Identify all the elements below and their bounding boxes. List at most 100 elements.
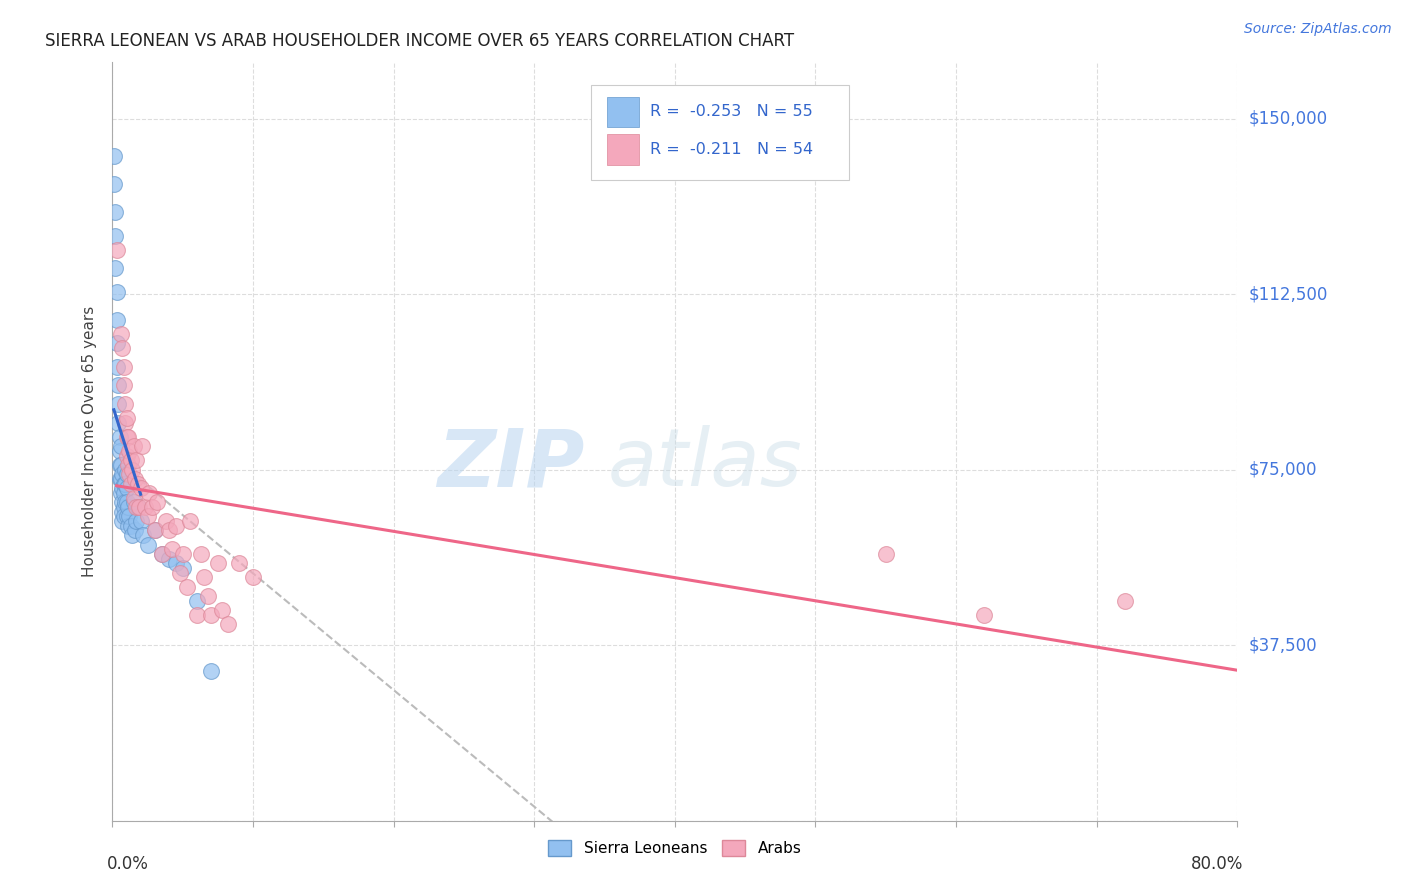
Point [186, 607, 208, 622]
Point [165, 518, 187, 533]
Text: R =  -0.253   N = 55: R = -0.253 N = 55 [650, 104, 813, 120]
Point [111, 481, 134, 495]
Point [107, 397, 129, 411]
Point [110, 439, 132, 453]
Point [111, 341, 134, 355]
Point [115, 411, 138, 425]
Point [112, 378, 135, 392]
Point [150, 547, 173, 561]
Point [197, 589, 219, 603]
Point [155, 514, 177, 528]
Text: $37,500: $37,500 [1249, 636, 1317, 654]
Text: SIERRA LEONEAN VS ARAB HOUSEHOLDER INCOME OVER 65 YEARS CORRELATION CHART: SIERRA LEONEAN VS ARAB HOUSEHOLDER INCOM… [45, 32, 794, 50]
Point [242, 570, 264, 584]
Point [875, 547, 897, 561]
Point [115, 449, 138, 463]
Point [122, 495, 145, 509]
Point [129, 514, 152, 528]
Point [111, 495, 134, 509]
Point [122, 439, 145, 453]
Point [121, 528, 143, 542]
Point [143, 524, 166, 538]
Point [115, 509, 138, 524]
Point [120, 476, 142, 491]
Point [124, 524, 146, 538]
Point [117, 430, 139, 444]
Point [115, 495, 138, 509]
Point [169, 566, 191, 580]
Point [125, 500, 148, 514]
Point [104, 228, 127, 243]
Text: $112,500: $112,500 [1249, 285, 1327, 303]
Point [112, 486, 135, 500]
Point [108, 443, 131, 458]
Text: atlas: atlas [607, 425, 803, 503]
Point [179, 514, 201, 528]
Text: Source: ZipAtlas.com: Source: ZipAtlas.com [1244, 22, 1392, 37]
Point [114, 416, 136, 430]
Point [150, 547, 173, 561]
Point [105, 313, 128, 327]
Point [115, 481, 138, 495]
Point [114, 476, 136, 491]
Point [200, 607, 222, 622]
Point [172, 547, 194, 561]
Point [112, 476, 135, 491]
Point [190, 547, 212, 561]
Point [132, 528, 155, 542]
Point [141, 500, 163, 514]
Point [157, 524, 180, 538]
Point [114, 397, 136, 411]
Point [136, 537, 159, 551]
Point [138, 486, 160, 500]
Point [228, 556, 250, 570]
Point [105, 285, 128, 299]
Point [172, 561, 194, 575]
Text: 0.0%: 0.0% [107, 855, 149, 872]
Point [114, 495, 136, 509]
Point [108, 458, 131, 472]
Text: R =  -0.211   N = 54: R = -0.211 N = 54 [650, 142, 813, 157]
Point [165, 556, 187, 570]
Point [129, 481, 152, 495]
Point [105, 359, 128, 374]
FancyBboxPatch shape [591, 85, 849, 180]
Point [200, 664, 222, 678]
Point [124, 472, 146, 486]
Point [117, 458, 139, 472]
Point [143, 524, 166, 538]
Point [211, 603, 233, 617]
Point [118, 509, 141, 524]
Point [111, 514, 134, 528]
Text: ZIP: ZIP [437, 425, 585, 503]
Point [111, 505, 134, 519]
Point [193, 570, 215, 584]
Point [207, 556, 229, 570]
Point [103, 149, 125, 163]
Point [115, 430, 138, 444]
Point [107, 378, 129, 392]
Point [115, 467, 138, 482]
Point [127, 476, 149, 491]
Point [107, 416, 129, 430]
Point [136, 509, 159, 524]
Point [217, 617, 239, 632]
Point [110, 486, 132, 500]
Point [105, 336, 128, 351]
Point [112, 509, 135, 524]
Point [125, 514, 148, 528]
FancyBboxPatch shape [607, 96, 638, 127]
Legend: Sierra Leoneans, Arabs: Sierra Leoneans, Arabs [543, 834, 807, 863]
Point [973, 607, 995, 622]
Point [120, 518, 142, 533]
Y-axis label: Householder Income Over 65 years: Householder Income Over 65 years [82, 306, 97, 577]
Point [118, 443, 141, 458]
Point [110, 326, 132, 341]
Point [110, 458, 132, 472]
Point [122, 491, 145, 505]
Point [157, 551, 180, 566]
Point [112, 359, 135, 374]
Point [111, 467, 134, 482]
Point [104, 261, 127, 276]
Point [112, 500, 135, 514]
